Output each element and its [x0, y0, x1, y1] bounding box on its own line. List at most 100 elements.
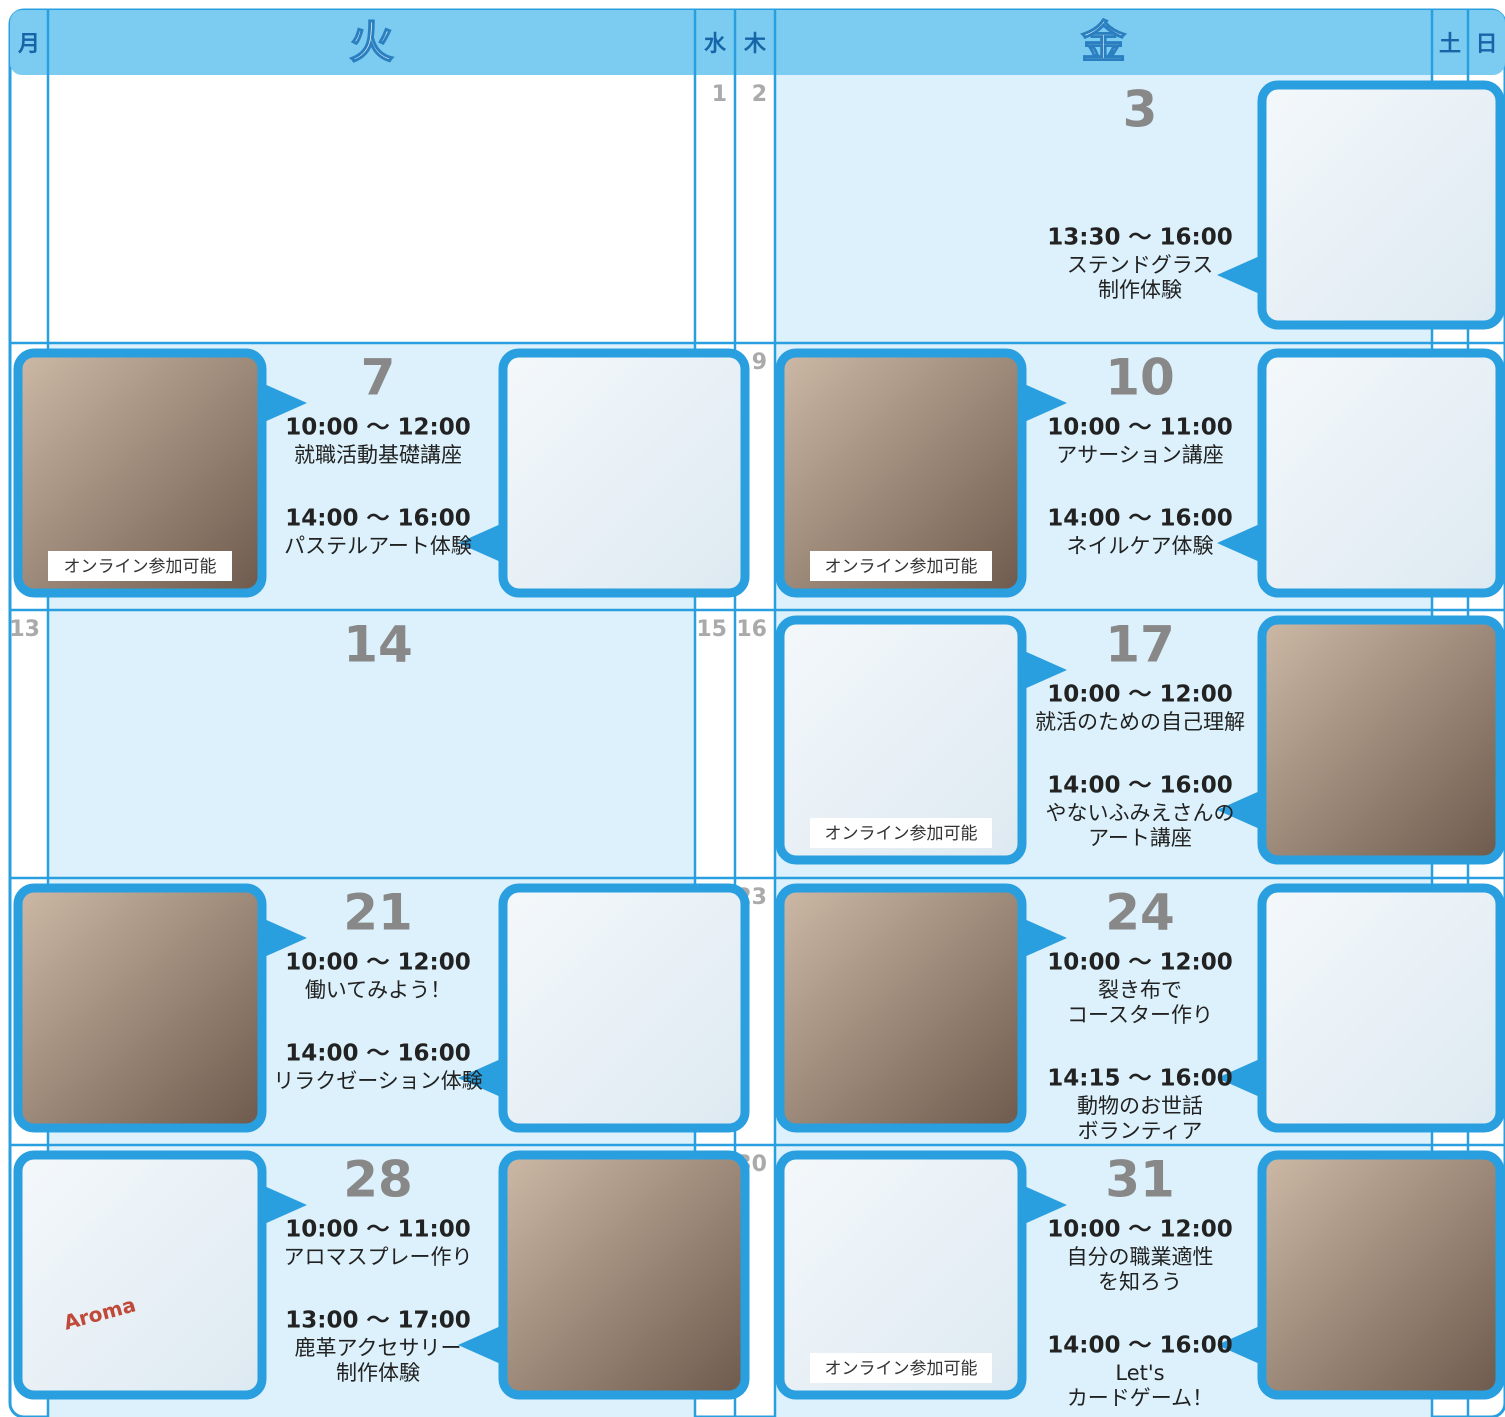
- online-badge: [810, 818, 992, 848]
- day-label: 火: [350, 17, 394, 68]
- header-bar: [10, 10, 1505, 75]
- session-time: 14:15 ～ 16:00: [1047, 1066, 1232, 1092]
- session-time: 10:00 ～ 11:00: [285, 1217, 470, 1243]
- online-label: オンライン参加可能: [825, 1359, 978, 1379]
- speech-tail: [1217, 790, 1262, 830]
- image-frame: [775, 348, 1027, 598]
- session-time: 14:00 ～ 16:00: [1047, 1333, 1232, 1359]
- speech-tail: [1217, 1058, 1262, 1098]
- speech-tail: [1217, 1325, 1262, 1365]
- cell-bg: [48, 610, 695, 878]
- small-date: 13: [9, 617, 40, 642]
- session-title: 裂き布で: [1098, 978, 1182, 1002]
- online-badge: [810, 551, 992, 581]
- online-badge: [810, 1353, 992, 1383]
- session-title: を知ろう: [1098, 1270, 1182, 1294]
- session-title: リラクゼーション体験: [273, 1069, 483, 1093]
- session-title: 働いてみよう！: [305, 978, 451, 1002]
- image-frame: [13, 883, 267, 1133]
- session-time: 14:00 ～ 16:00: [285, 506, 470, 532]
- session-time: 10:00 ～ 12:00: [285, 950, 470, 976]
- small-date: 2: [752, 82, 767, 107]
- online-label: オンライン参加可能: [64, 557, 217, 577]
- day-label: 水: [704, 32, 727, 57]
- session-title: やないふみえさんの: [1046, 801, 1235, 825]
- online-label: オンライン参加可能: [825, 557, 978, 577]
- big-date: 14: [343, 616, 413, 674]
- image-frame: [1257, 615, 1505, 865]
- day-label: 土: [1439, 32, 1461, 57]
- speech-tail: [262, 918, 307, 958]
- image-frame: [498, 348, 750, 598]
- session-time: 10:00 ～ 12:00: [1047, 682, 1232, 708]
- session-title: Let's: [1115, 1361, 1164, 1385]
- big-date: 3: [1123, 81, 1158, 139]
- session-time: 14:00 ～ 16:00: [285, 1041, 470, 1067]
- image-frame: [1257, 80, 1505, 330]
- speech-tail: [1217, 523, 1262, 563]
- big-date: 31: [1105, 1151, 1175, 1209]
- speech-tail: [262, 1185, 307, 1225]
- session-time: 10:00 ～ 12:00: [1047, 1217, 1232, 1243]
- session-time: 13:00 ～ 17:00: [285, 1308, 470, 1334]
- online-badge: [48, 551, 232, 581]
- session-title: アロマスプレー作り: [284, 1245, 473, 1269]
- small-date: 1: [712, 82, 727, 107]
- speech-tail: [1217, 255, 1262, 295]
- session-time: 14:00 ～ 16:00: [1047, 773, 1232, 799]
- image-frame: [775, 883, 1027, 1133]
- speech-tail: [458, 523, 503, 563]
- big-date: 17: [1105, 616, 1175, 674]
- big-date: 10: [1105, 349, 1175, 407]
- session-title: アサーション講座: [1056, 443, 1224, 467]
- session-title: ステンドグラス: [1067, 253, 1214, 277]
- day-label: 月: [17, 32, 40, 57]
- session-title: ボランティア: [1078, 1119, 1203, 1143]
- image-frame: [775, 1150, 1027, 1400]
- image-frame: [498, 1150, 750, 1400]
- image-frame: [775, 615, 1027, 865]
- session-title: 鹿革アクセサリー: [295, 1336, 462, 1360]
- speech-tail: [458, 1325, 503, 1365]
- day-label: 木: [743, 32, 767, 57]
- session-time: 14:00 ～ 16:00: [1047, 506, 1232, 532]
- image-frame: [13, 1150, 267, 1400]
- image-frame: [1257, 348, 1505, 598]
- session-title: 就活のための自己理解: [1035, 710, 1245, 734]
- image-frame: [1257, 883, 1505, 1133]
- session-time: 10:00 ～ 12:00: [1047, 950, 1232, 976]
- session-title: コースター作り: [1067, 1003, 1213, 1027]
- session-title: 自分の職業適性: [1067, 1245, 1214, 1269]
- speech-tail: [458, 1058, 503, 1098]
- session-title: パステルアート体験: [284, 534, 472, 558]
- image-frame: [13, 348, 267, 598]
- session-time: 10:00 ～ 12:00: [285, 415, 470, 441]
- speech-tail: [262, 383, 307, 423]
- online-label: オンライン参加可能: [825, 824, 978, 844]
- image-frame: [498, 883, 750, 1133]
- session-title: カードゲーム！: [1067, 1386, 1213, 1410]
- session-title: アート講座: [1088, 826, 1192, 850]
- small-date: 9: [752, 350, 767, 375]
- small-date: 15: [696, 617, 727, 642]
- session-time: 13:30 ～ 16:00: [1047, 225, 1232, 251]
- session-title: 就職活動基礎講座: [294, 443, 462, 467]
- big-date: 24: [1105, 884, 1175, 942]
- session-title: 制作体験: [1098, 278, 1182, 302]
- session-time: 10:00 ～ 11:00: [1047, 415, 1232, 441]
- image-frame: [1257, 1150, 1505, 1400]
- big-date: 28: [343, 1151, 413, 1209]
- small-date: 16: [736, 617, 767, 642]
- day-label: 金: [1081, 17, 1127, 68]
- session-title: 制作体験: [336, 1361, 420, 1385]
- speech-tail: [1022, 650, 1067, 690]
- speech-tail: [1022, 383, 1067, 423]
- session-title: 動物のお世話: [1077, 1094, 1203, 1118]
- speech-tail: [1022, 1185, 1067, 1225]
- speech-tail: [1022, 918, 1067, 958]
- big-date: 21: [343, 884, 413, 942]
- session-title: ネイルケア体験: [1067, 534, 1214, 558]
- big-date: 7: [361, 349, 396, 407]
